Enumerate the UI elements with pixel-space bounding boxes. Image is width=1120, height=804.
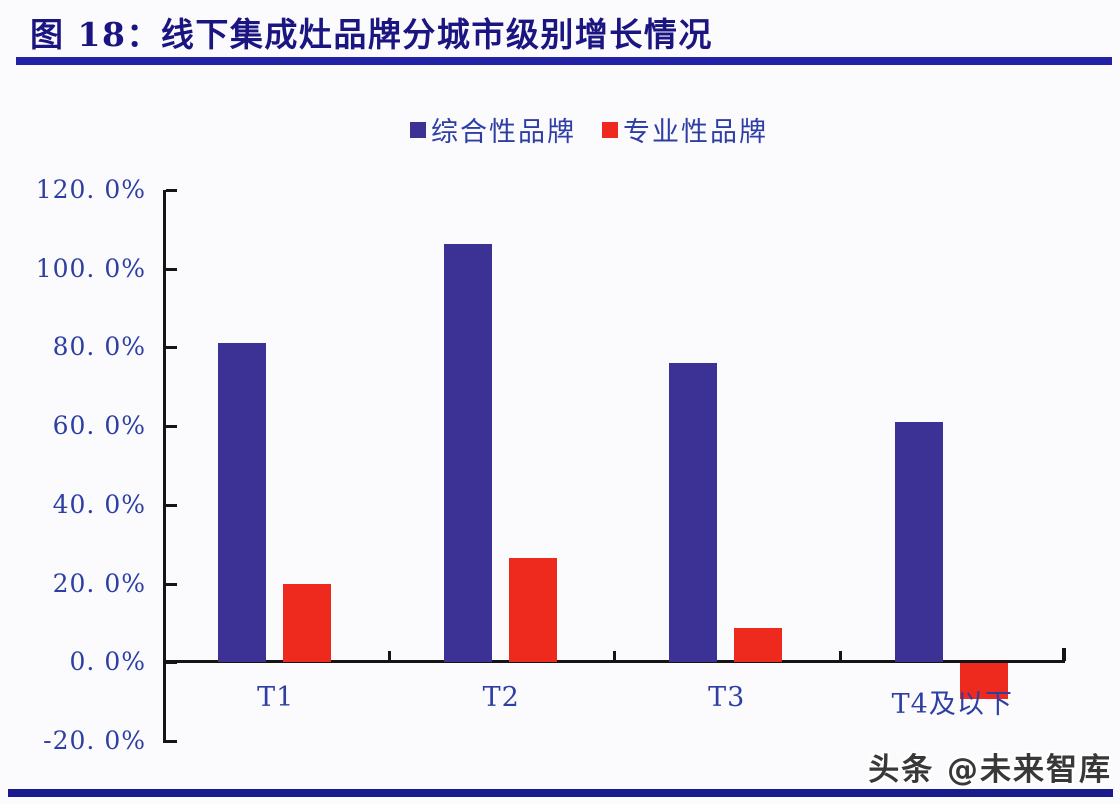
legend-item-series-1: 综合性品牌 [410, 110, 576, 149]
x-axis-end-tick [1062, 648, 1066, 661]
y-axis-tick [166, 582, 177, 586]
y-axis-tick-label: 100. 0% [35, 253, 146, 283]
x-axis-category-label: T3 [708, 682, 746, 713]
y-axis-tick-label: -20. 0% [43, 726, 146, 755]
y-axis-tick-label: 40. 0% [52, 489, 146, 519]
y-axis-tick-label: 80. 0% [52, 332, 146, 362]
bar-red-T3 [734, 627, 782, 663]
bar-blue-T1 [218, 343, 266, 663]
y-axis-tick [166, 661, 177, 665]
figure-title: 图 18：线下集成灶品牌分城市级别增长情况 [30, 15, 713, 54]
x-axis-tick [387, 651, 391, 662]
x-axis-category-label: T2 [482, 682, 520, 713]
footer-bar [8, 789, 1113, 797]
legend-swatch-blue [410, 121, 426, 138]
chart-legend: 综合性品牌 专业性品牌 [410, 110, 768, 149]
title-underline-bar [16, 57, 1112, 65]
legend-item-series-2: 专业性品牌 [602, 110, 768, 149]
y-axis-tick-label: 120. 0% [35, 175, 146, 204]
legend-label: 专业性品牌 [623, 117, 768, 148]
bar-red-T2 [508, 558, 557, 663]
y-axis-tick [166, 740, 177, 743]
watermark-text: 头条 @未来智库 [868, 752, 1112, 788]
y-axis-tick-label: 20. 0% [52, 568, 146, 598]
bar-blue-T3 [669, 363, 717, 663]
y-axis-tick [166, 425, 177, 429]
y-axis-tick-label: 60. 0% [52, 411, 146, 441]
y-axis-line [163, 190, 166, 743]
x-axis-category-label: T1 [257, 682, 295, 713]
legend-label: 综合性品牌 [431, 117, 576, 148]
legend-swatch-red [602, 121, 618, 138]
y-axis-labels: 120. 0% 100. 0% 80. 0% 60. 0% 40. 0% 20. 0% 0.… [18, 175, 146, 755]
bar-blue-T4及以下 [894, 422, 943, 663]
x-axis-category-label: T4及以下 [891, 689, 1013, 720]
y-axis-tick [166, 503, 177, 507]
bar-red-T1 [283, 584, 331, 663]
bar-blue-T2 [443, 243, 492, 663]
y-axis-tick-label: 0. 0% [69, 647, 146, 677]
y-axis-tick [166, 189, 177, 192]
x-axis-tick [613, 651, 616, 662]
y-axis-tick [166, 267, 177, 271]
plot-area: T1 T2 T3 T4及以下 [163, 189, 1066, 743]
bar-red-T4及以下 [959, 663, 1008, 699]
y-axis-tick [166, 346, 177, 350]
x-axis-tick [838, 651, 842, 662]
